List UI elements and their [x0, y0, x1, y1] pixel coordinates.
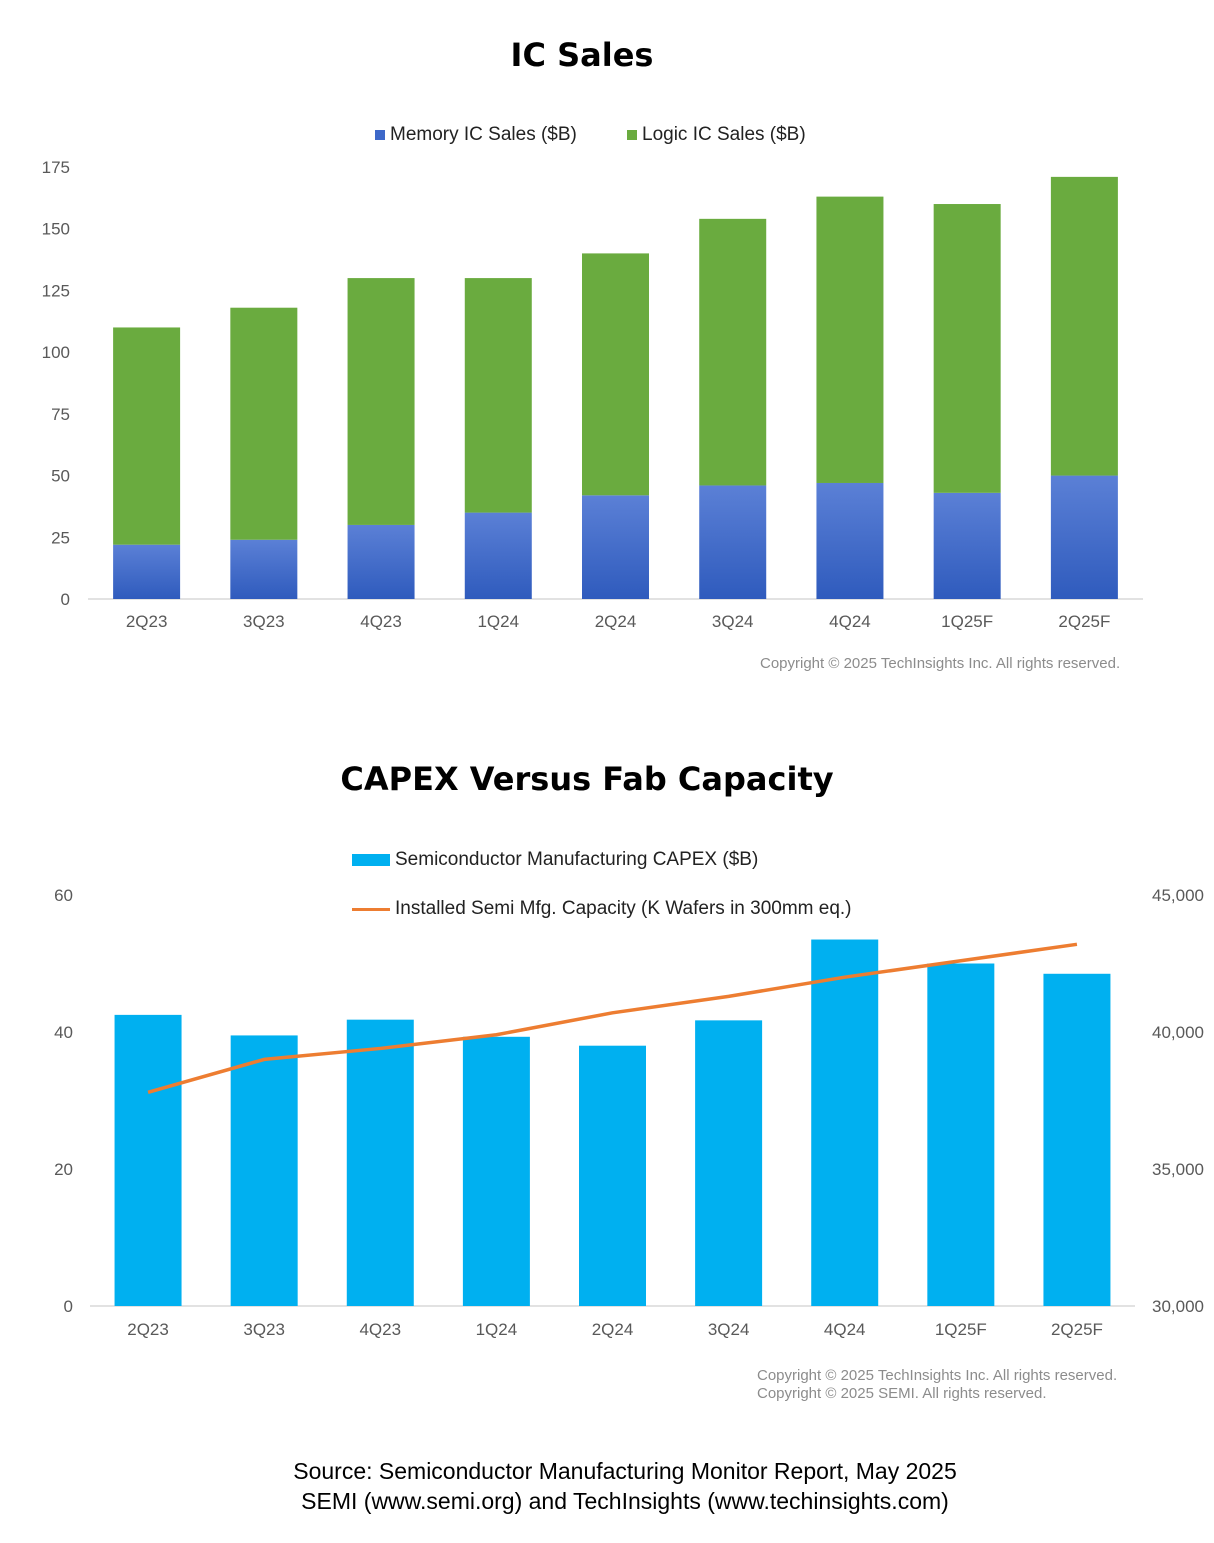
- logic-bar: [933, 204, 1001, 493]
- x-tick-label: 4Q24: [829, 612, 871, 631]
- logic-bar: [582, 253, 649, 496]
- memory-bar: [933, 492, 1001, 599]
- x-tick-label: 4Q23: [360, 612, 402, 631]
- y-tick-label: 100: [42, 343, 70, 362]
- ic-sales-chart: 0 25 50 75 100 125 150 175 2Q23 3Q23 4Q23 1Q24 2Q24 3…: [42, 158, 1143, 631]
- y-tick-label: 75: [51, 405, 70, 424]
- x-tick-label: 2Q25F: [1051, 1320, 1103, 1339]
- y-tick-label: 40: [54, 1023, 73, 1042]
- x-tick-label: 2Q23: [127, 1320, 169, 1339]
- capex-copyright: Copyright © 2025 TechInsights Inc. All r…: [757, 1367, 1117, 1403]
- x-tick-label: 3Q23: [243, 1320, 285, 1339]
- memory-bar: [464, 512, 532, 599]
- x-tick-label: 2Q25F: [1058, 612, 1110, 631]
- x-tick-label: 1Q24: [476, 1320, 518, 1339]
- source-line-2: SEMI (www.semi.org) and TechInsights (ww…: [301, 1488, 949, 1514]
- x-tick-label: 3Q24: [712, 612, 754, 631]
- legend-item-memory: Memory IC Sales ($B): [375, 124, 577, 146]
- memory-legend-label: Memory IC Sales ($B): [390, 124, 577, 145]
- x-tick-label: 4Q23: [359, 1320, 401, 1339]
- y-tick-label: 125: [42, 281, 70, 300]
- memory-bar: [582, 495, 649, 599]
- capacity-line: [147, 942, 1078, 1094]
- y-tick-label: 175: [42, 158, 70, 177]
- capex-bar: [462, 1036, 530, 1306]
- capex-bar: [695, 1020, 763, 1306]
- logic-bar: [113, 327, 181, 545]
- capacity-legend-label: Installed Semi Mfg. Capacity (K Wafers i…: [395, 898, 852, 919]
- x-tick-label: 2Q24: [595, 612, 637, 631]
- memory-bar: [816, 482, 884, 599]
- source-note: Source: Semiconductor Manufacturing Moni…: [0, 1456, 1214, 1516]
- x-tick-label: 3Q24: [708, 1320, 750, 1339]
- logic-bar: [230, 307, 298, 540]
- memory-legend-swatch: [375, 130, 385, 140]
- logic-bar: [464, 278, 532, 513]
- logic-legend-swatch: [627, 130, 637, 140]
- y-tick-label: 150: [42, 220, 70, 239]
- capex-copyright-techinsights: Copyright © 2025 TechInsights Inc. All r…: [757, 1367, 1118, 1384]
- y-tick-label: 0: [64, 1297, 73, 1316]
- capex-chart: 0 20 40 60 30,000 35,000 40,000 45,000 2Q23 3Q23 4…: [54, 886, 1204, 1339]
- y2-tick-label: 30,000: [1152, 1297, 1204, 1316]
- memory-bar: [699, 485, 767, 599]
- capex-bar: [579, 1045, 646, 1306]
- x-tick-label: 2Q23: [126, 612, 168, 631]
- capex-bar: [1043, 973, 1111, 1306]
- x-tick-label: 2Q24: [592, 1320, 634, 1339]
- y2-tick-label: 45,000: [1152, 886, 1204, 905]
- logic-bar: [699, 218, 767, 486]
- x-tick-label: 1Q25F: [935, 1320, 987, 1339]
- y-tick-label: 20: [54, 1160, 73, 1179]
- x-tick-label: 1Q25F: [941, 612, 993, 631]
- logic-bar: [1050, 176, 1118, 476]
- capex-bar: [811, 939, 879, 1306]
- capex-legend-label: Semiconductor Manufacturing CAPEX ($B): [395, 849, 759, 870]
- logic-bar: [816, 196, 884, 483]
- ic-sales-chart-title: IC Sales: [510, 36, 654, 74]
- source-line-1: Source: Semiconductor Manufacturing Moni…: [293, 1458, 957, 1484]
- memory-bar: [230, 539, 298, 599]
- capex-bar: [927, 963, 995, 1306]
- capex-bar: [114, 1014, 182, 1306]
- y-tick-label: 50: [51, 467, 70, 486]
- logic-bar: [347, 278, 415, 525]
- y-tick-label: 60: [54, 886, 73, 905]
- legend-item-capacity: Installed Semi Mfg. Capacity (K Wafers i…: [352, 898, 852, 920]
- capex-legend-swatch: [352, 854, 390, 866]
- x-tick-label: 4Q24: [824, 1320, 866, 1339]
- ic-sales-copyright: Copyright © 2025 TechInsights Inc. All r…: [760, 655, 1121, 672]
- memory-bar: [113, 544, 181, 599]
- memory-bar: [1050, 475, 1118, 599]
- x-tick-label: 1Q24: [477, 612, 519, 631]
- capex-bar: [346, 1019, 414, 1306]
- legend-item-capex: Semiconductor Manufacturing CAPEX ($B): [352, 849, 758, 871]
- x-tick-label: 3Q23: [243, 612, 285, 631]
- capex-copyright-semi: Copyright © 2025 SEMI. All rights reserv…: [757, 1385, 1047, 1402]
- capex-chart-title: CAPEX Versus Fab Capacity: [340, 760, 834, 798]
- y-tick-label: 0: [61, 590, 70, 609]
- capacity-legend-swatch: [352, 907, 390, 911]
- capex-bar: [230, 1035, 298, 1306]
- logic-legend-label: Logic IC Sales ($B): [642, 124, 806, 145]
- legend-item-logic: Logic IC Sales ($B): [627, 124, 806, 146]
- memory-bar: [347, 524, 415, 599]
- y2-tick-label: 35,000: [1152, 1160, 1204, 1179]
- y-tick-label: 25: [51, 528, 70, 547]
- y2-tick-label: 40,000: [1152, 1023, 1204, 1042]
